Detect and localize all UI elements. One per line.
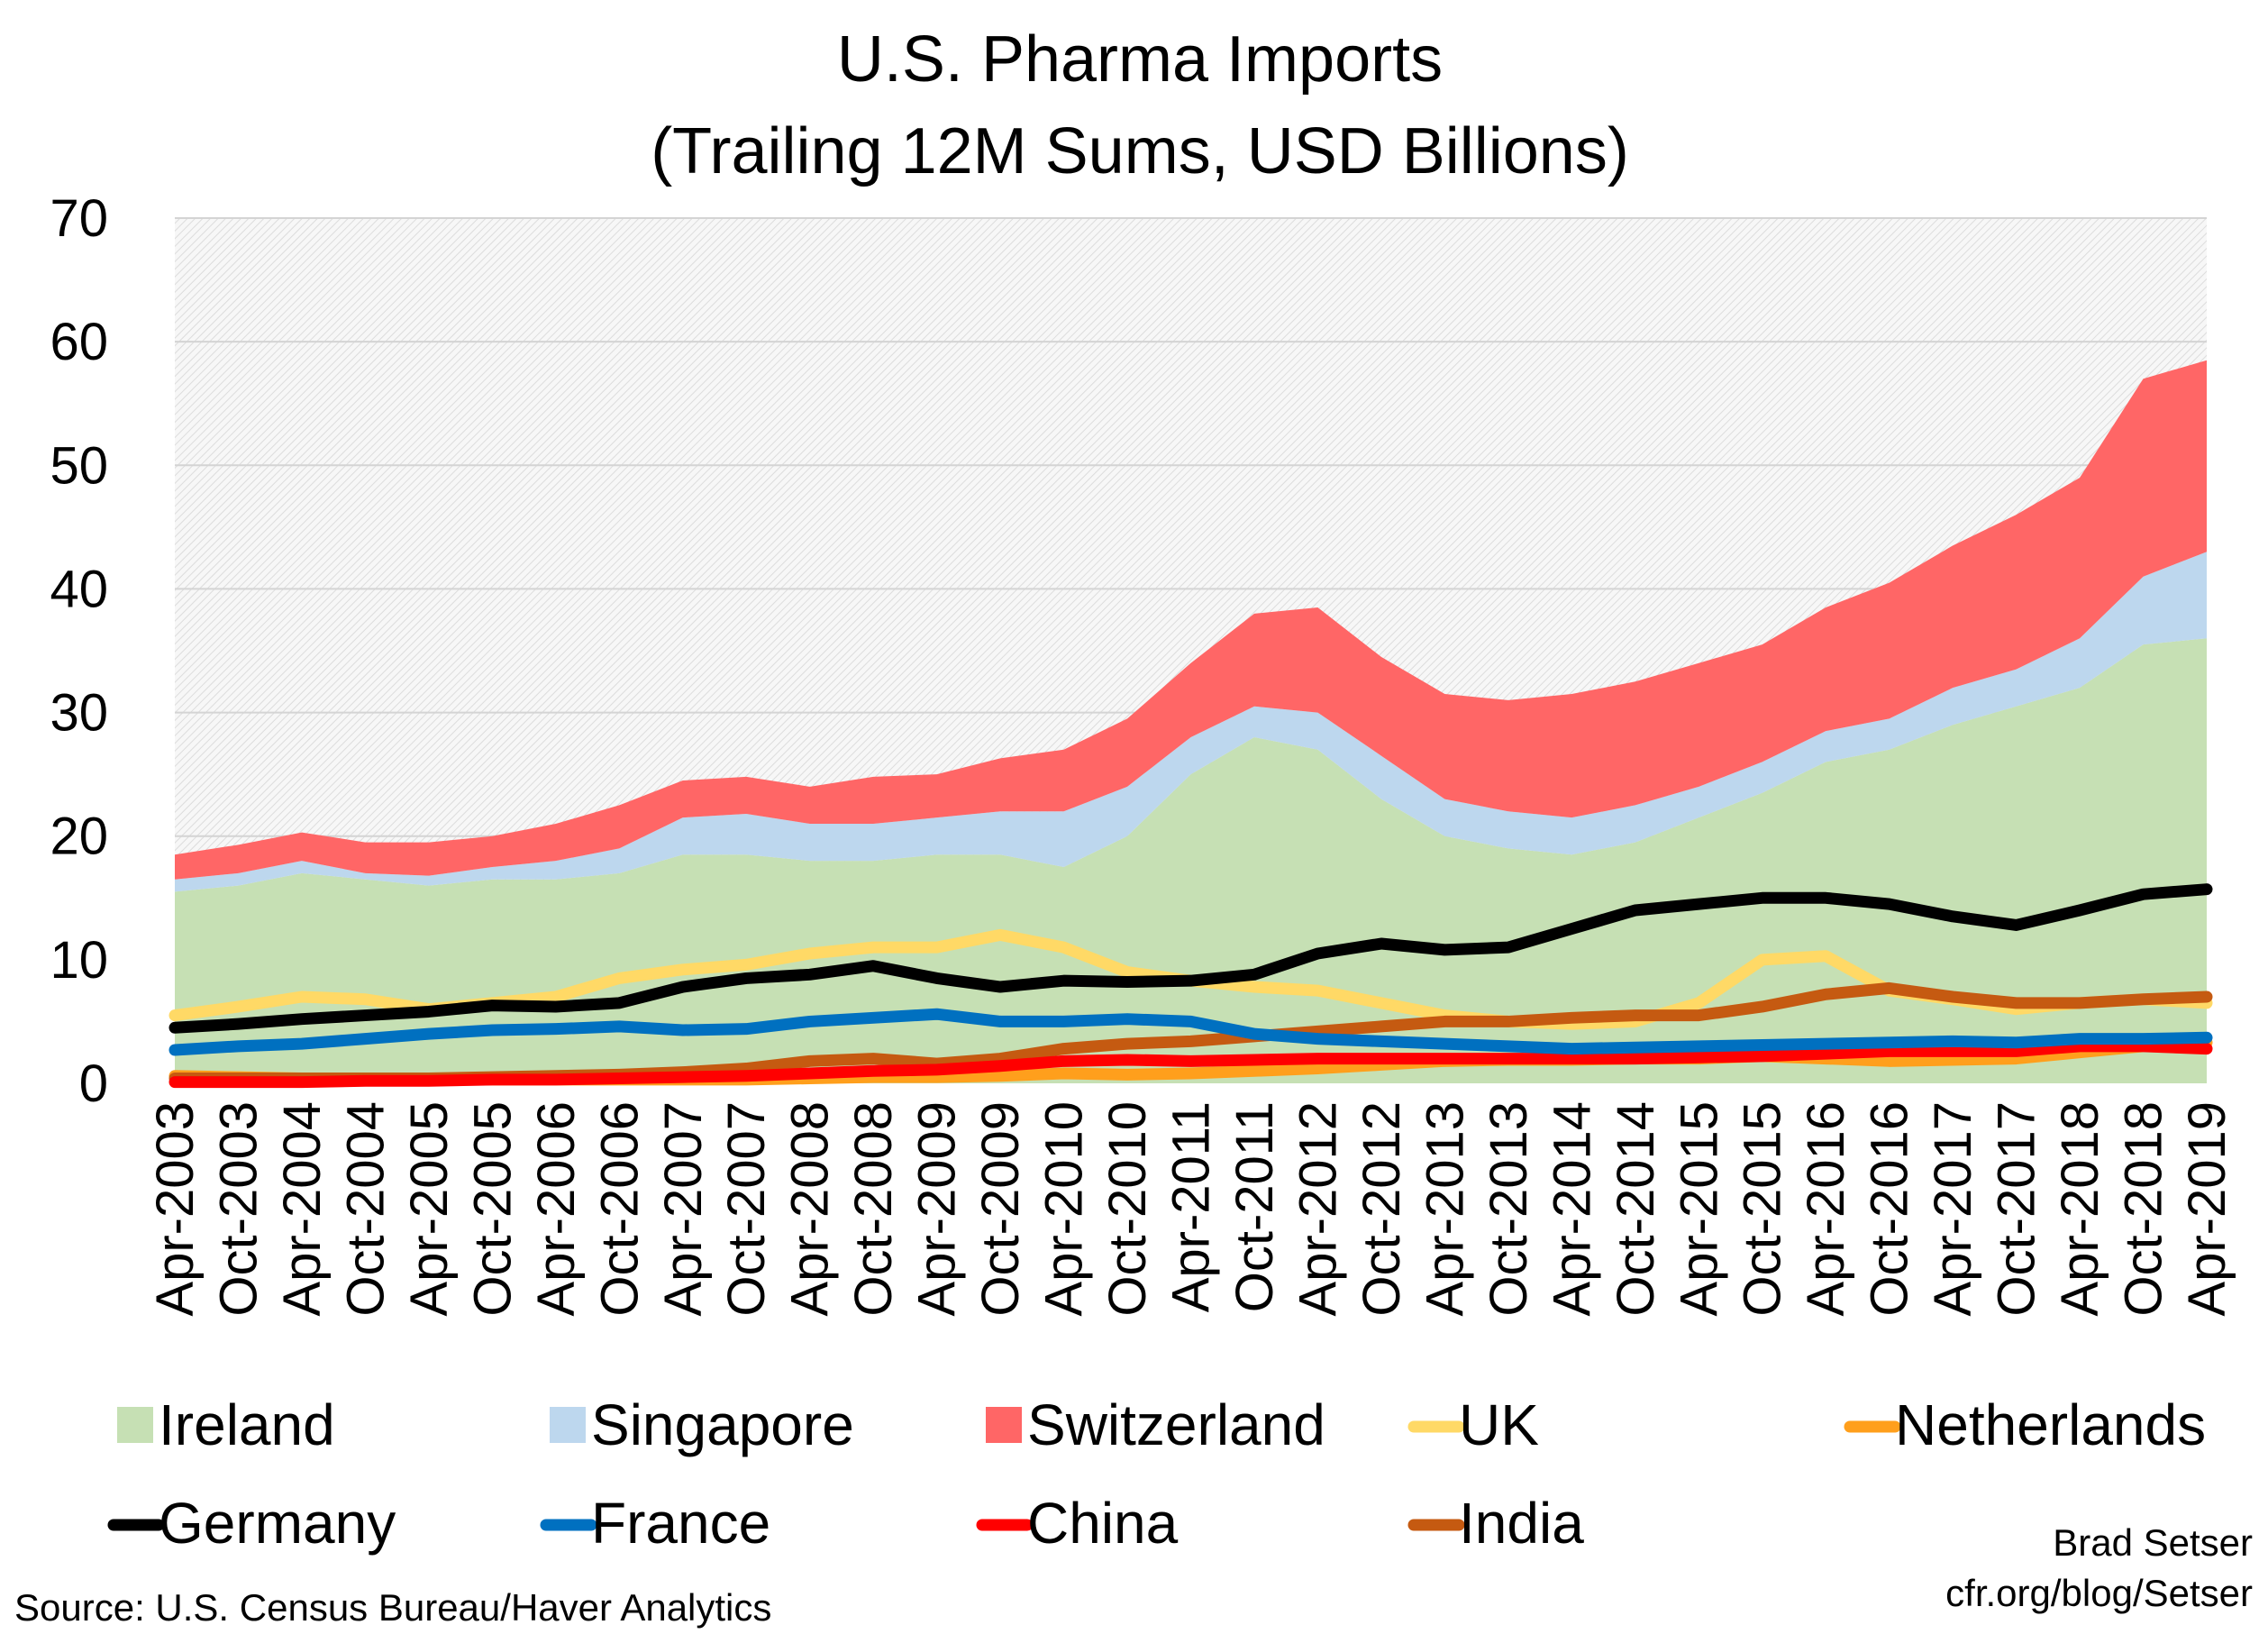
x-tick-label: Apr-2012	[1289, 1101, 1347, 1317]
x-tick-label: Oct-2003	[209, 1101, 268, 1317]
x-tick-label: Oct-2014	[1607, 1101, 1665, 1317]
credit-author: Brad Setser	[2053, 1521, 2253, 1564]
legend-label-singapore: Singapore	[591, 1392, 854, 1457]
x-tick-label: Oct-2017	[1988, 1101, 2046, 1317]
x-tick-label: Apr-2004	[273, 1101, 332, 1317]
x-tick-label: Oct-2011	[1225, 1101, 1284, 1312]
x-tick-label: Apr-2016	[1797, 1101, 1855, 1317]
legend-label-switzerland: Switzerland	[1027, 1392, 1325, 1457]
x-tick-label: Apr-2006	[527, 1101, 586, 1317]
x-tick-label: Oct-2015	[1734, 1101, 1792, 1317]
y-tick-label: 20	[50, 808, 108, 866]
y-tick-label: 50	[50, 436, 108, 495]
y-tick-label: 60	[50, 313, 108, 371]
x-tick-label: Apr-2007	[654, 1101, 713, 1317]
y-tick-label: 10	[50, 931, 108, 990]
y-tick-label: 40	[50, 560, 108, 618]
x-tick-label: Apr-2015	[1670, 1101, 1728, 1317]
legend-label-india: India	[1459, 1491, 1584, 1556]
credit-site: cfr.org/blog/Setser	[1945, 1572, 2253, 1614]
x-axis: Apr-2003 Oct-2003 Apr-2004 Oct-2004 Apr-2005…	[146, 1101, 2236, 1317]
x-tick-label: Oct-2018	[2115, 1101, 2173, 1317]
x-tick-label: Oct-2012	[1353, 1101, 1411, 1317]
source-note: Source: U.S. Census Bureau/Haver Analyti…	[14, 1586, 771, 1629]
chart-title: U.S. Pharma Imports	[837, 23, 1443, 96]
line-france	[169, 1008, 2213, 1056]
legend-label-ireland: Ireland	[159, 1392, 335, 1457]
x-tick-label: Apr-2005	[400, 1101, 459, 1317]
x-tick-label: Apr-2018	[2051, 1101, 2109, 1317]
x-tick-label: Apr-2013	[1416, 1101, 1474, 1317]
x-tick-label: Apr-2003	[146, 1101, 205, 1317]
x-tick-label: Oct-2016	[1861, 1101, 1919, 1317]
x-tick-label: Oct-2005	[463, 1101, 522, 1317]
legend-label-china: China	[1027, 1491, 1179, 1556]
x-tick-label: Apr-2010	[1035, 1101, 1094, 1317]
x-tick-label: Apr-2017	[1924, 1101, 1982, 1317]
line-germany	[169, 883, 2213, 1034]
legend-label-netherlands: Netherlands	[1895, 1392, 2206, 1457]
y-tick-label: 70	[50, 189, 108, 248]
x-tick-label: Oct-2004	[336, 1101, 395, 1317]
y-tick-label: 0	[79, 1054, 108, 1113]
y-tick-label: 30	[50, 684, 108, 743]
x-tick-label: Oct-2013	[1480, 1101, 1538, 1317]
y-axis: 0 10 20 30 40 50 60 70	[50, 189, 108, 1113]
legend-swatch-singapore	[550, 1407, 586, 1443]
x-tick-label: Oct-2008	[844, 1101, 903, 1317]
line-china	[169, 1040, 2213, 1089]
x-tick-label: Oct-2007	[717, 1101, 776, 1317]
legend-label-france: France	[591, 1491, 770, 1556]
x-tick-label: Oct-2010	[1098, 1101, 1157, 1317]
x-tick-label: Apr-2011	[1162, 1101, 1221, 1312]
line-series	[169, 883, 2213, 1089]
legend: Ireland Singapore Switzerland UK Netherlands…	[107, 1392, 2206, 1556]
legend-label-uk: UK	[1459, 1392, 1539, 1457]
x-tick-label: Apr-2009	[908, 1101, 967, 1317]
legend-label-germany: Germany	[159, 1491, 396, 1556]
x-tick-label: Apr-2019	[2178, 1101, 2236, 1317]
x-tick-label: Apr-2008	[781, 1101, 840, 1317]
area-singapore	[175, 552, 2207, 892]
chart-subtitle: (Trailing 12M Sums, USD Billions)	[651, 115, 1629, 187]
x-tick-label: Oct-2009	[971, 1101, 1030, 1317]
area-switzerland	[175, 360, 2207, 880]
legend-swatch-ireland	[117, 1407, 153, 1443]
x-tick-label: Oct-2006	[590, 1101, 649, 1317]
x-tick-label: Apr-2014	[1543, 1101, 1601, 1317]
legend-swatch-switzerland	[986, 1407, 1022, 1443]
